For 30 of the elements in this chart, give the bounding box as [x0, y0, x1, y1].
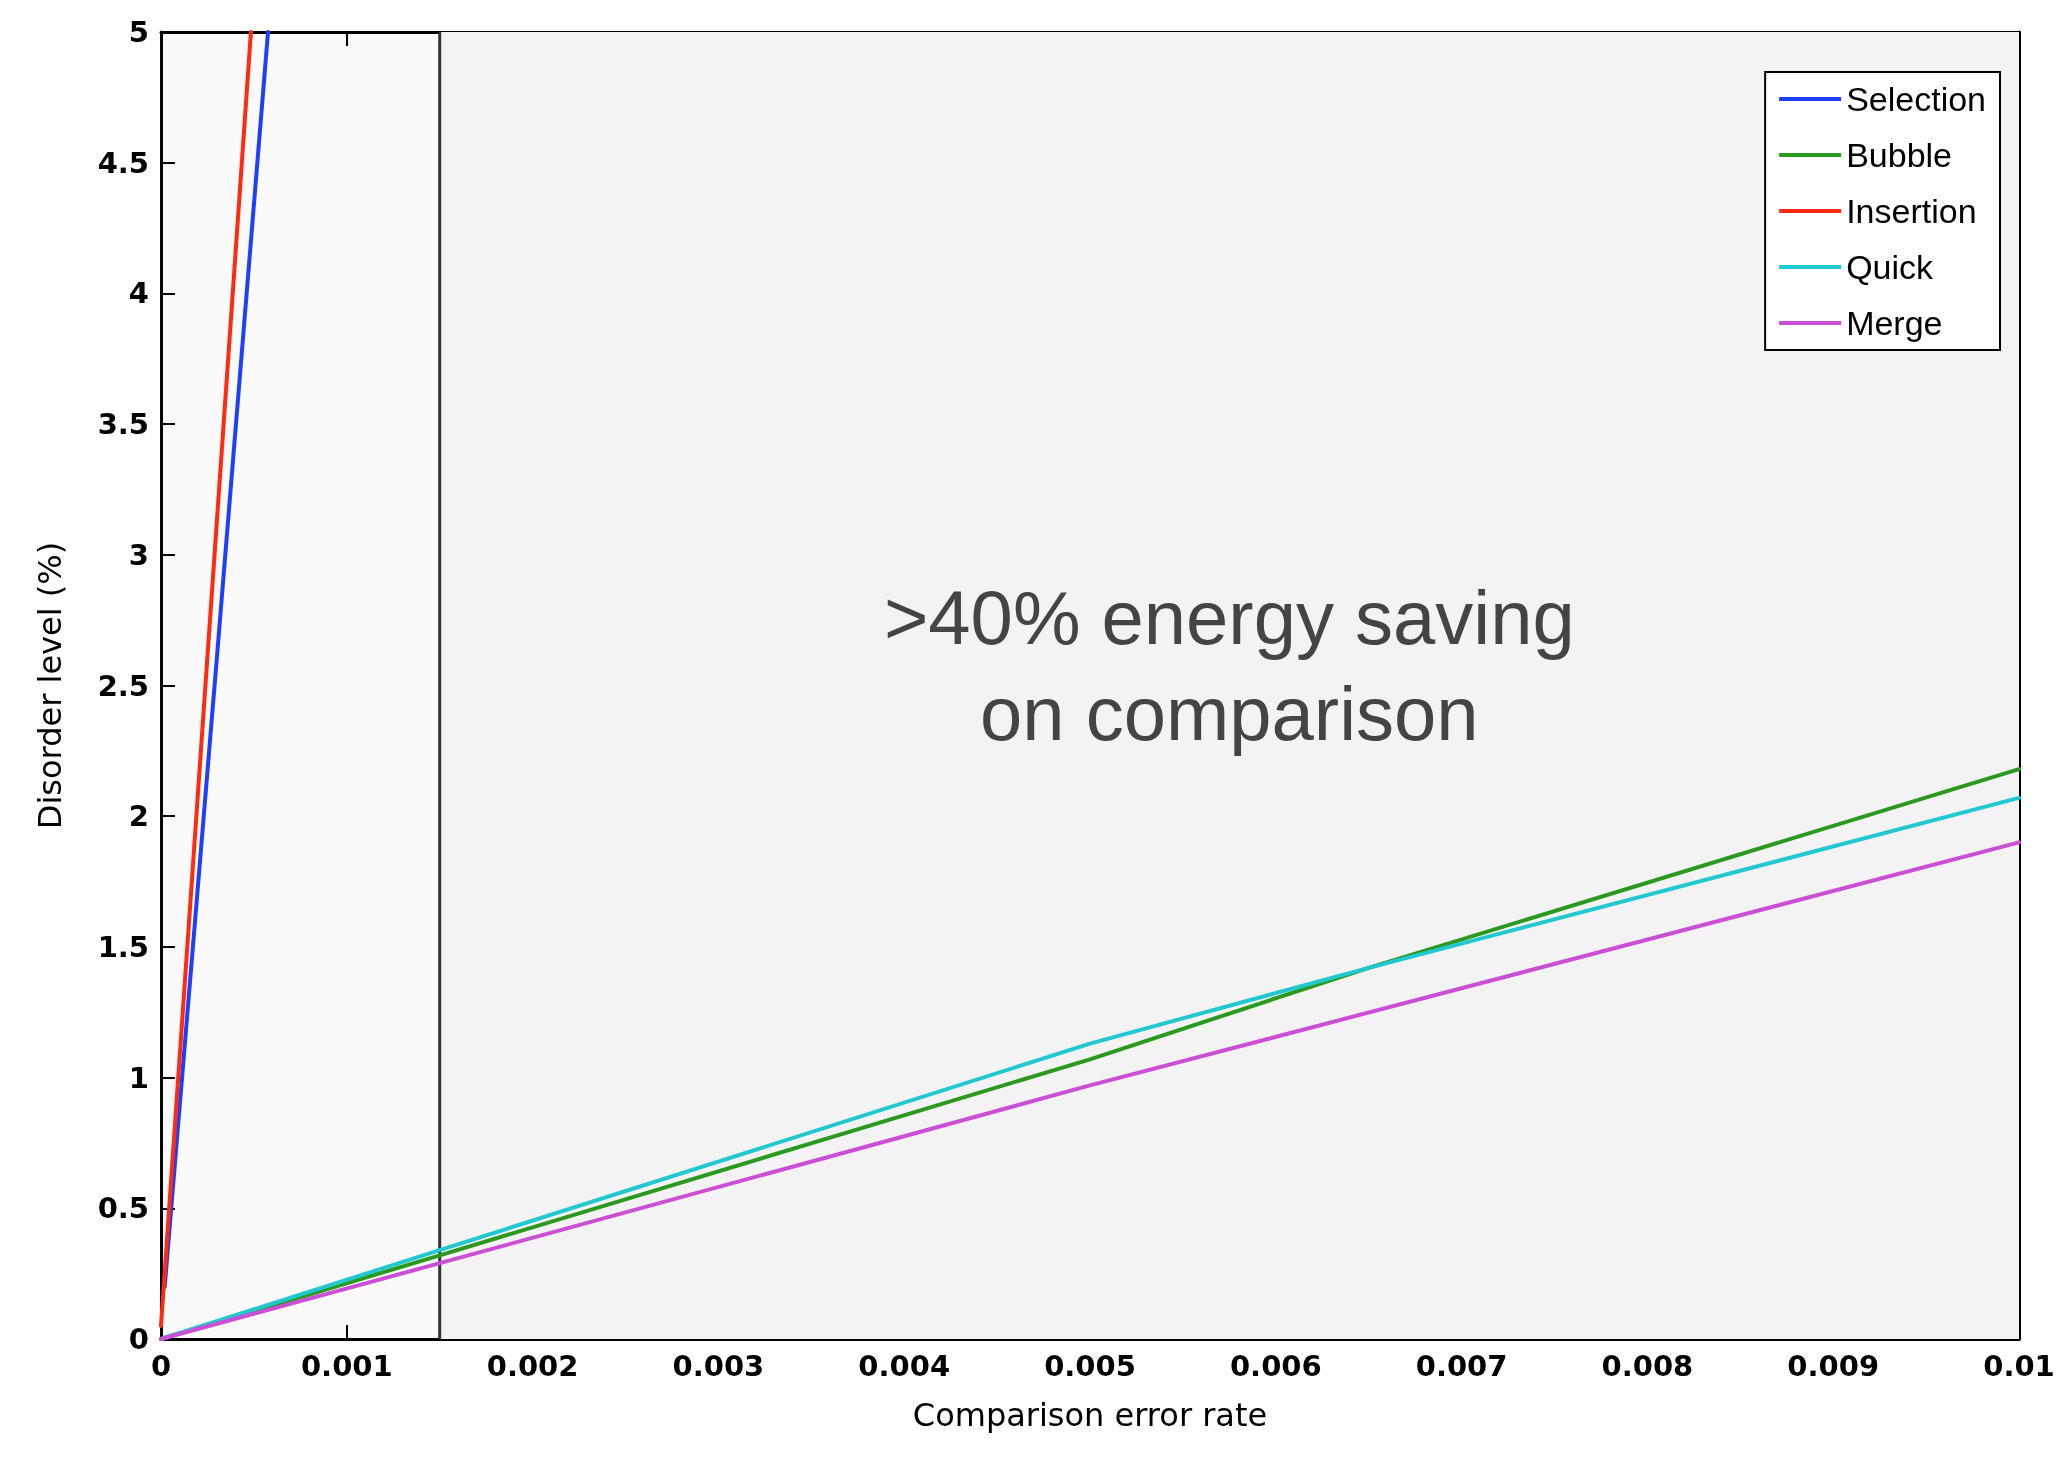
- x-tick-label: 0.001: [300, 1348, 393, 1383]
- legend-label: Selection: [1846, 80, 1987, 118]
- y-axis-title: Disorder level (%): [31, 541, 69, 830]
- y-tick-label: 3.5: [97, 407, 149, 442]
- x-tick-label: 0.007: [1415, 1348, 1508, 1383]
- x-tick-label: 0.009: [1787, 1348, 1880, 1383]
- x-axis-title: Comparison error rate: [912, 1396, 1268, 1434]
- y-tick-label: 2: [128, 799, 149, 834]
- x-tick-label: 0.005: [1044, 1348, 1136, 1383]
- y-tick-label: 2.5: [97, 668, 149, 703]
- x-tick-label: 0.004: [858, 1348, 951, 1383]
- x-tick-label: 0.01: [1983, 1348, 2055, 1383]
- legend-label: Quick: [1846, 248, 1935, 286]
- y-tick-label: 1.5: [97, 929, 149, 964]
- x-tick-label: 0.003: [672, 1348, 765, 1383]
- y-tick-label: 3: [128, 537, 149, 572]
- x-tick-label: 0.006: [1229, 1348, 1322, 1383]
- x-tick-label: 0.008: [1601, 1348, 1694, 1383]
- y-tick-label: 0.5: [97, 1191, 149, 1226]
- y-tick-label: 0: [128, 1322, 149, 1356]
- y-tick-label: 1: [128, 1060, 149, 1095]
- legend-label: Merge: [1846, 304, 1943, 342]
- band-label: >40% energy saving on comparison: [883, 575, 1575, 756]
- x-tick-label: 0.002: [486, 1348, 579, 1383]
- legend-label: Bubble: [1846, 136, 1953, 174]
- y-tick-label: 4.5: [97, 145, 149, 180]
- y-tick-label: 5: [128, 15, 149, 49]
- legend-label: Insertion: [1846, 192, 1977, 230]
- x-tick-label: 0: [150, 1348, 172, 1383]
- y-tick-label: 4: [128, 276, 149, 311]
